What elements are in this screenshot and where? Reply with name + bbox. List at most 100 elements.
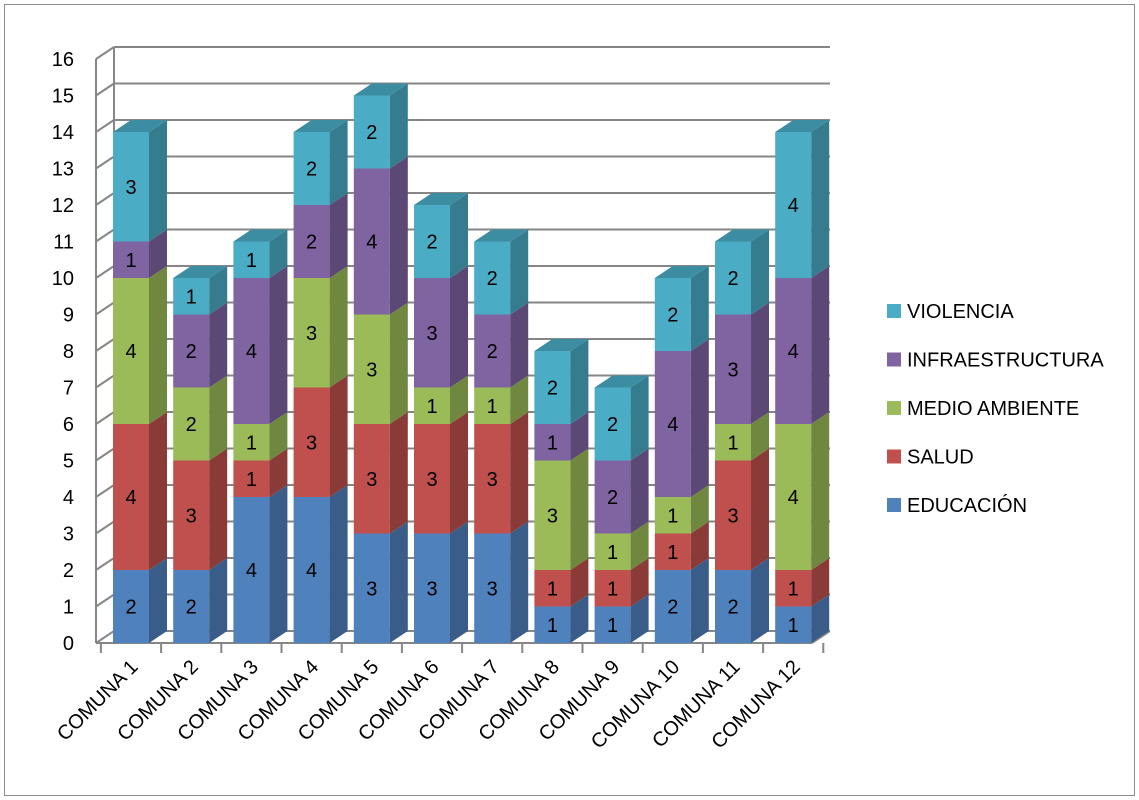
gridline-depth <box>95 82 115 97</box>
data-label: 4 <box>667 414 678 436</box>
bar-side <box>269 485 288 643</box>
bar-segment: 3 <box>113 120 167 242</box>
data-label: 1 <box>246 250 257 272</box>
bar-front <box>775 132 812 278</box>
bar-side <box>209 302 228 388</box>
bar-segment: 1 <box>414 375 468 424</box>
bar-segment: 4 <box>233 266 288 424</box>
data-label: 2 <box>607 414 618 436</box>
bar-front <box>534 606 571 643</box>
bar-side <box>450 521 468 643</box>
data-label: 3 <box>727 359 738 381</box>
data-label: 3 <box>727 505 738 527</box>
bar-front <box>654 278 691 351</box>
bar-front <box>113 278 149 424</box>
data-label: 3 <box>125 177 136 199</box>
data-label: 1 <box>788 578 799 600</box>
bar-segment: 3 <box>293 375 348 497</box>
bar-front <box>594 606 631 643</box>
data-label: 2 <box>607 487 618 509</box>
bar-segment: 4 <box>113 412 167 570</box>
bar-segment: 2 <box>715 558 769 643</box>
y-tick-label: 11 <box>53 232 74 254</box>
bar-front <box>715 314 751 424</box>
data-label: 3 <box>366 578 377 600</box>
bar-side <box>149 229 167 278</box>
bar-segment: 1 <box>775 594 830 643</box>
floor-edge <box>811 630 831 644</box>
bar-side <box>811 266 830 424</box>
gridline-depth <box>95 520 115 535</box>
bar-front <box>654 351 691 497</box>
bar-stack: 2 3 1 3 2 <box>715 229 769 643</box>
bar-segment: 2 <box>293 193 348 278</box>
data-label: 1 <box>246 469 257 491</box>
bar-segment: 4 <box>775 120 830 278</box>
bar-segment: 4 <box>113 266 167 424</box>
bar-segment: 1 <box>474 375 529 424</box>
bar-side <box>570 339 589 424</box>
bar-front <box>594 460 631 534</box>
legend-item: MEDIO AMBIENTE <box>887 398 1079 420</box>
bar-segment: 2 <box>173 375 228 461</box>
data-label: 2 <box>186 414 197 436</box>
legend-swatch <box>887 449 901 464</box>
gridline-depth <box>95 155 115 170</box>
bar-front <box>715 424 751 461</box>
bar-front <box>474 241 511 315</box>
bar-stack: 2 3 2 2 1 <box>173 266 228 643</box>
bar-side <box>149 120 167 242</box>
bar-side <box>329 375 348 497</box>
bar-front <box>233 241 270 278</box>
bar-top <box>654 266 709 278</box>
bar-front <box>353 314 390 424</box>
y-tick-label: 16 <box>52 49 74 71</box>
bar-front <box>233 424 270 461</box>
bar-side <box>570 412 589 461</box>
gridline-depth <box>95 265 115 279</box>
bar-side <box>751 302 769 424</box>
bar-segment: 1 <box>534 558 589 607</box>
bar-segment: 1 <box>233 448 288 497</box>
legend-item: EDUCACIÓN <box>887 494 1027 517</box>
bar-front <box>173 278 210 315</box>
legend-item: SALUD <box>887 447 974 469</box>
bar-side <box>389 412 408 534</box>
bar-front <box>715 241 751 315</box>
bar-front <box>414 533 450 643</box>
bar-segment: 4 <box>775 412 830 570</box>
bar-segment: 1 <box>173 266 228 315</box>
bar-segment: 4 <box>654 339 709 497</box>
bar-segment: 2 <box>353 83 408 169</box>
bar-stack: 1 1 1 2 2 <box>594 375 649 643</box>
data-label: 4 <box>788 195 799 217</box>
bar-side <box>450 193 468 278</box>
bar-front <box>534 570 571 607</box>
bar-side <box>811 412 830 570</box>
data-label: 1 <box>607 578 618 600</box>
y-tick-label: 1 <box>63 597 74 619</box>
bar-segment: 2 <box>654 558 709 643</box>
bar-side <box>510 229 529 315</box>
bar-front <box>594 387 631 461</box>
y-tick-label: 6 <box>63 414 74 436</box>
bar-front <box>113 241 149 278</box>
bar-front <box>113 570 149 643</box>
bar-front <box>534 424 571 461</box>
bar-stack: 1 1 3 1 2 <box>534 339 589 643</box>
gridline-depth <box>95 447 115 462</box>
bar-side <box>149 558 167 643</box>
bars: 2441323221411414332233342331323312211312… <box>113 83 830 643</box>
bar-front <box>233 497 270 643</box>
gridline-depth <box>95 338 115 352</box>
bar-side <box>450 412 468 534</box>
bar-front <box>293 132 330 205</box>
bar-front <box>233 460 270 497</box>
y-tick-label: 14 <box>52 122 74 144</box>
bar-side <box>630 594 649 643</box>
bar-front <box>173 314 210 388</box>
bar-top <box>173 266 228 278</box>
data-label: 2 <box>547 378 558 400</box>
data-label: 1 <box>607 615 618 637</box>
